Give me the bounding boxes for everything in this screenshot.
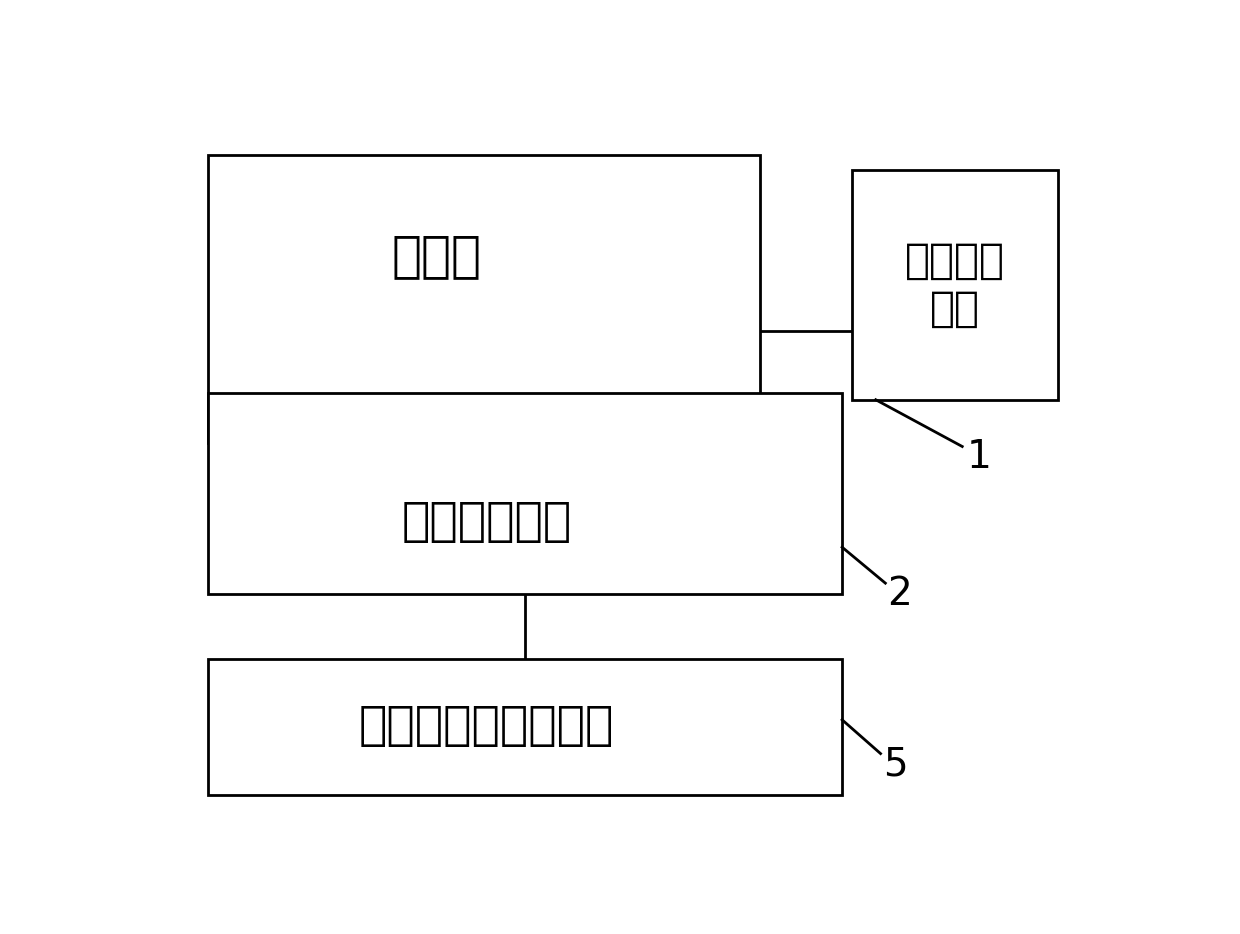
Bar	[208, 155, 760, 443]
Text: 数据采集及处理组件: 数据采集及处理组件	[358, 704, 614, 749]
Text: 2: 2	[888, 575, 913, 613]
Bar	[208, 658, 842, 796]
Text: 5: 5	[883, 745, 908, 784]
Text: 安全壳: 安全壳	[391, 232, 481, 280]
Text: 数据测量组件: 数据测量组件	[402, 500, 572, 545]
Bar	[208, 392, 842, 594]
Bar	[852, 170, 1058, 400]
Text: 压力调节
组件: 压力调节 组件	[905, 239, 1006, 330]
Text: 1: 1	[967, 438, 992, 476]
